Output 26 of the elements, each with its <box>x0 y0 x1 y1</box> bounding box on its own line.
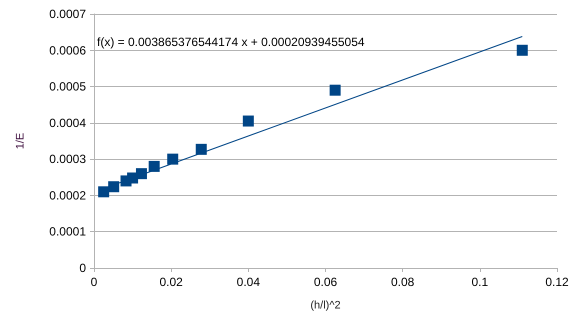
y-axis-title: 1/E <box>14 132 26 150</box>
y-tick-label: 0.0007 <box>49 7 86 21</box>
y-tick-label: 0.0004 <box>49 116 86 130</box>
point <box>148 160 160 172</box>
x-tick-label: 0.08 <box>390 275 415 289</box>
point <box>196 144 207 155</box>
x-tick-label: 0.1 <box>471 275 488 289</box>
point <box>242 116 254 127</box>
x-axis-title: (h/l)^2 <box>310 300 341 312</box>
point <box>167 154 178 165</box>
y-tick-label: 0.0006 <box>49 43 86 58</box>
annotation: f(x) = 0.003865376544174 x + 0.00020939455054 <box>97 35 365 49</box>
y-tick-label: 0.0001 <box>49 224 86 239</box>
x-tick-label: 0.04 <box>236 275 260 289</box>
point <box>516 44 528 56</box>
point <box>330 84 341 96</box>
y-tick-label: 0.0005 <box>49 80 86 94</box>
x-tick-label: 0 <box>90 275 98 289</box>
point <box>98 186 110 198</box>
y-tick-label: 0.0002 <box>49 188 86 202</box>
x-tick-label: 0.12 <box>545 275 569 289</box>
y-tick-label: 0.0003 <box>49 152 86 166</box>
x-tick-label: 0.06 <box>314 275 338 289</box>
point <box>120 175 132 186</box>
x-tick-label: 0.02 <box>159 275 184 289</box>
y-tick-label: 0 <box>79 261 86 275</box>
